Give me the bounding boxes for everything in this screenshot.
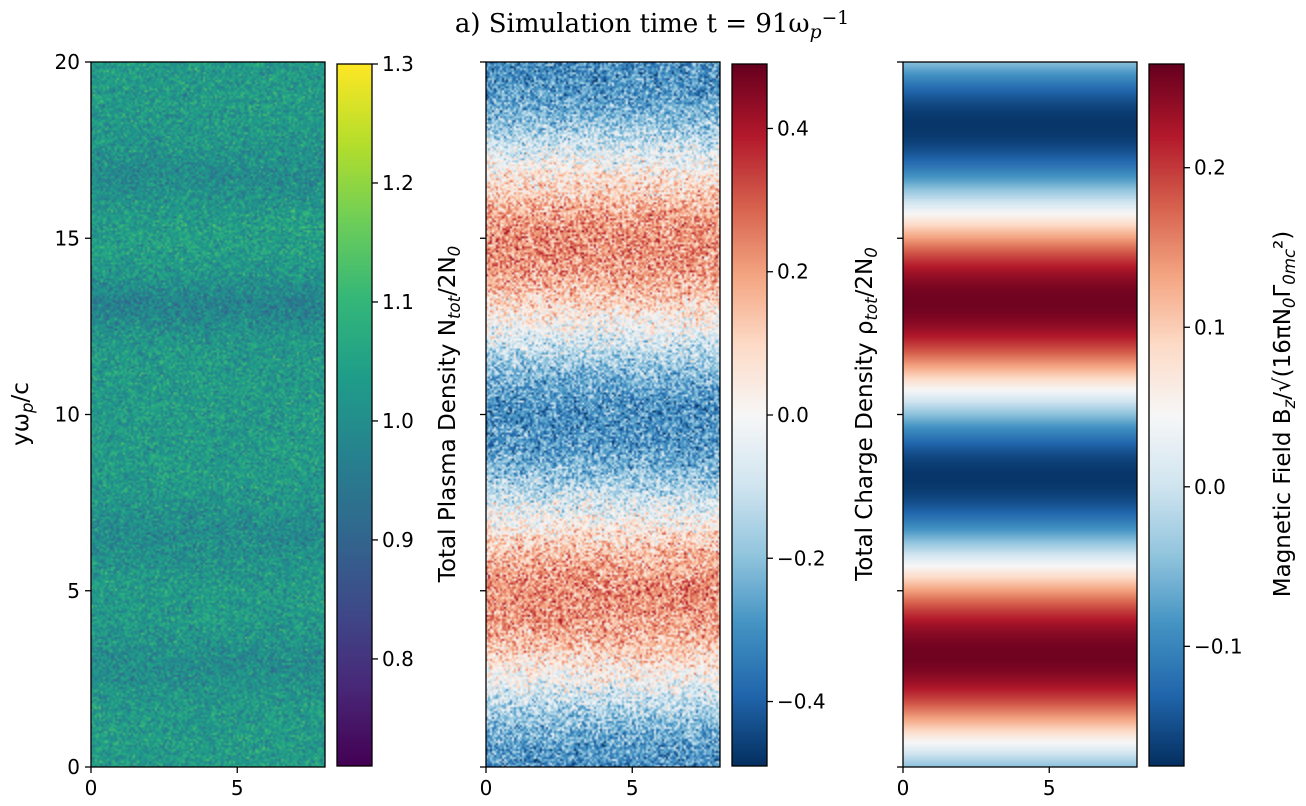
charge-colorbar — [732, 64, 767, 766]
colorbar-tick-label: 0.8 — [382, 647, 414, 671]
magnetic-colorbar-ticks: −0.1 0.0 0.1 0.2 — [1184, 156, 1243, 658]
x-tick-label: 5 — [1043, 776, 1056, 800]
magnetic-heatmap — [903, 62, 1137, 767]
colorbar-tick-label: −0.2 — [777, 546, 826, 570]
y-tick-label: 0 — [67, 755, 80, 779]
density-heatmap — [91, 62, 325, 767]
panel-density: 0 5 10 15 20 0 5 0.8 0.9 1.0 1.1 1.2 1.3 Total Plas… — [8, 50, 464, 800]
magnetic-colorbar-label: Magnetic Field Bz/√(16πN0Γ0mc²) — [1270, 231, 1299, 598]
magnetic-colorbar-frame — [1148, 63, 1185, 767]
density-colorbar-label: Total Plasma Density Ntot/2N0 — [435, 246, 464, 583]
density-colorbar — [337, 64, 372, 766]
figure-title: a) Simulation time t = 91ωp−1 — [455, 8, 849, 42]
colorbar-tick-label: 1.0 — [382, 409, 414, 433]
y-tick-label: 5 — [67, 579, 80, 603]
colorbar-tick-label: 1.1 — [382, 290, 414, 314]
colorbar-tick-label: 1.3 — [382, 52, 414, 76]
charge-colorbar-ticks: −0.4 −0.2 0.0 0.2 0.4 — [767, 116, 826, 714]
colorbar-tick-label: −0.1 — [1194, 634, 1243, 658]
y-tick-label: 20 — [55, 50, 80, 74]
colorbar-tick-label: 0.4 — [777, 116, 809, 140]
colorbar-tick-label: 0.0 — [777, 403, 809, 427]
colorbar-tick-label: 0.2 — [1194, 156, 1226, 180]
magnetic-colorbar — [1149, 64, 1184, 766]
x-tick-label: 5 — [626, 776, 639, 800]
y-tick-label: 10 — [55, 403, 80, 427]
x-tick-label: 0 — [480, 776, 493, 800]
x-tick-label: 0 — [85, 776, 98, 800]
colorbar-tick-label: −0.4 — [777, 690, 826, 714]
x-tick-label: 5 — [231, 776, 244, 800]
charge-heatmap — [486, 62, 720, 767]
density-axes: 0 5 10 15 20 0 5 — [55, 50, 244, 800]
colorbar-tick-label: 0.1 — [1194, 315, 1226, 339]
colorbar-tick-label: 0.2 — [777, 260, 809, 284]
x-tick-label: 0 — [897, 776, 910, 800]
y-tick-label: 15 — [55, 226, 80, 250]
colorbar-tick-label: 1.2 — [382, 171, 414, 195]
density-colorbar-frame — [336, 63, 373, 767]
colorbar-tick-label: 0.9 — [382, 528, 414, 552]
density-colorbar-ticks: 0.8 0.9 1.0 1.1 1.2 1.3 — [372, 52, 414, 671]
y-axis-label: yωp/c — [8, 382, 37, 446]
charge-colorbar-label: Total Charge Density ρtot/2N0 — [852, 247, 881, 581]
colorbar-tick-label: 0.0 — [1194, 475, 1226, 499]
